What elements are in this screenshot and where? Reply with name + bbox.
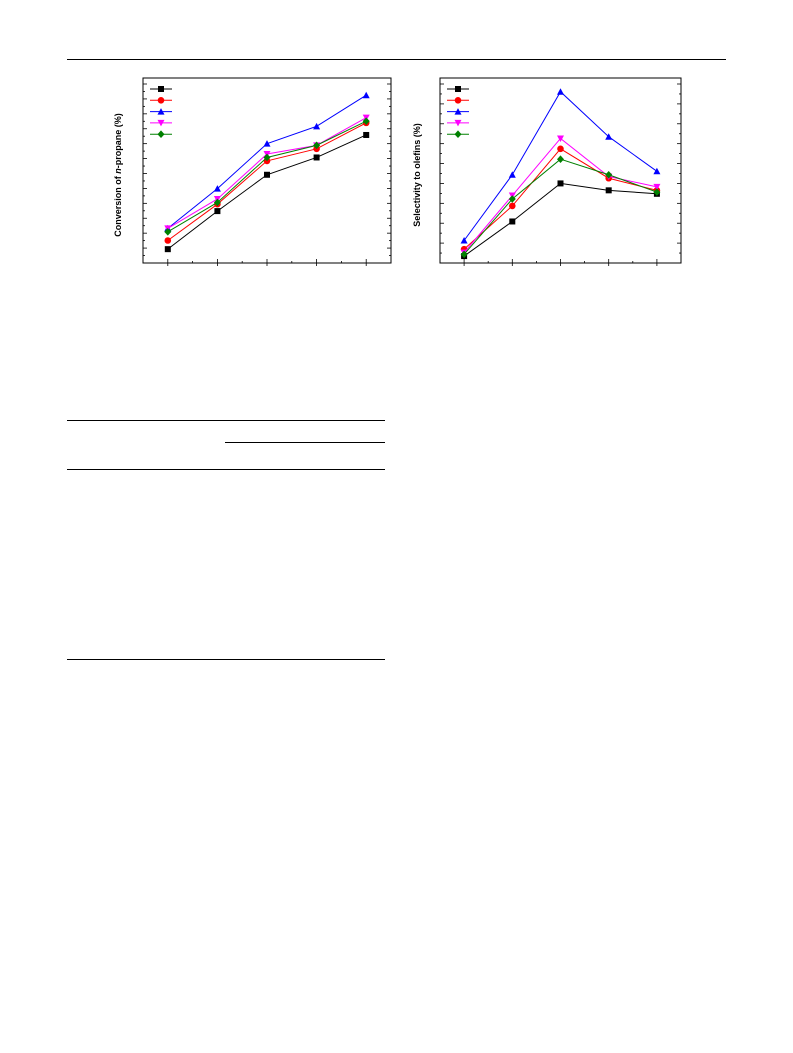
data-point	[213, 185, 221, 192]
data-point	[362, 91, 370, 99]
data-point	[363, 131, 370, 138]
data-point	[460, 237, 468, 244]
data-point	[313, 122, 321, 130]
data-point	[605, 187, 612, 194]
data-point	[508, 195, 516, 203]
data-point	[653, 188, 661, 196]
data-point	[313, 141, 321, 150]
chart-2: Selectivity to olefins (%)	[412, 77, 682, 266]
legend-marker	[454, 130, 462, 138]
plot-frame	[439, 77, 682, 264]
series-line-1	[463, 182, 657, 257]
table-bottom-rule	[67, 659, 385, 660]
data-point	[264, 171, 270, 178]
y-axis-label: Conversion of n-propane (%)	[113, 113, 123, 237]
data-point	[557, 145, 564, 153]
data-point	[605, 170, 613, 179]
table-top-rule	[67, 420, 385, 421]
legend-marker	[158, 86, 164, 92]
table-header-rule	[67, 469, 385, 470]
series-line-2	[463, 148, 658, 250]
legend-marker	[157, 97, 165, 104]
data-point	[362, 117, 370, 125]
data-point	[263, 153, 271, 162]
data-point	[557, 180, 564, 187]
data-point	[557, 155, 564, 163]
legend-marker	[454, 108, 462, 115]
plot-frame	[142, 77, 392, 264]
legend-marker	[157, 108, 165, 115]
data-point	[460, 250, 468, 259]
legend-marker	[157, 119, 165, 127]
data-point	[164, 246, 171, 253]
data-point	[213, 198, 221, 207]
legend-marker	[455, 86, 461, 92]
legend-marker	[454, 97, 462, 104]
table-group-rule	[225, 442, 385, 443]
data-point	[509, 218, 516, 225]
data-point	[214, 208, 221, 215]
data-point	[263, 140, 271, 147]
data-point	[557, 88, 564, 95]
chart-1: Conversion of n-propane (%)	[113, 77, 392, 266]
data-point	[605, 133, 613, 140]
data-point	[653, 167, 661, 175]
y-axis-label: Selectivity to olefins (%)	[412, 123, 422, 227]
data-point	[557, 135, 564, 142]
data-point	[164, 237, 172, 244]
legend-marker	[157, 130, 165, 138]
data-point	[164, 228, 172, 236]
data-point	[653, 183, 661, 191]
data-point	[508, 171, 516, 178]
data-point	[509, 202, 516, 210]
legend-marker	[454, 119, 462, 127]
series-line-5	[463, 158, 658, 255]
page-header-rule	[67, 59, 726, 60]
data-point	[313, 154, 320, 161]
